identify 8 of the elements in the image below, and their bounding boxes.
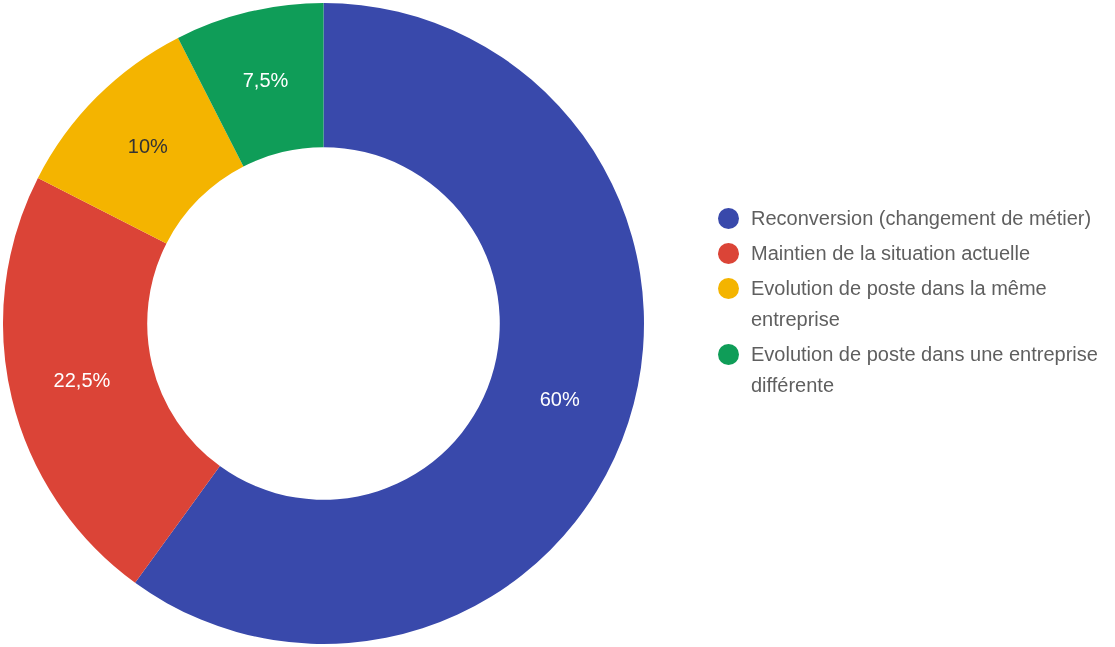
data-label: 60% — [539, 387, 580, 410]
legend-label: Reconversion (changement de métier) — [751, 206, 1092, 231]
data-label: 10% — [127, 135, 169, 158]
legend-label: Maintien de la situation actuelle — [751, 241, 1031, 266]
legend-label: Evolution de poste dans une entreprise différente — [751, 342, 1099, 398]
data-label: 22,5% — [53, 369, 111, 391]
data-label: 7,5% — [242, 69, 289, 92]
legend-label: Evolution de poste dans la même entreprise — [751, 276, 1048, 332]
